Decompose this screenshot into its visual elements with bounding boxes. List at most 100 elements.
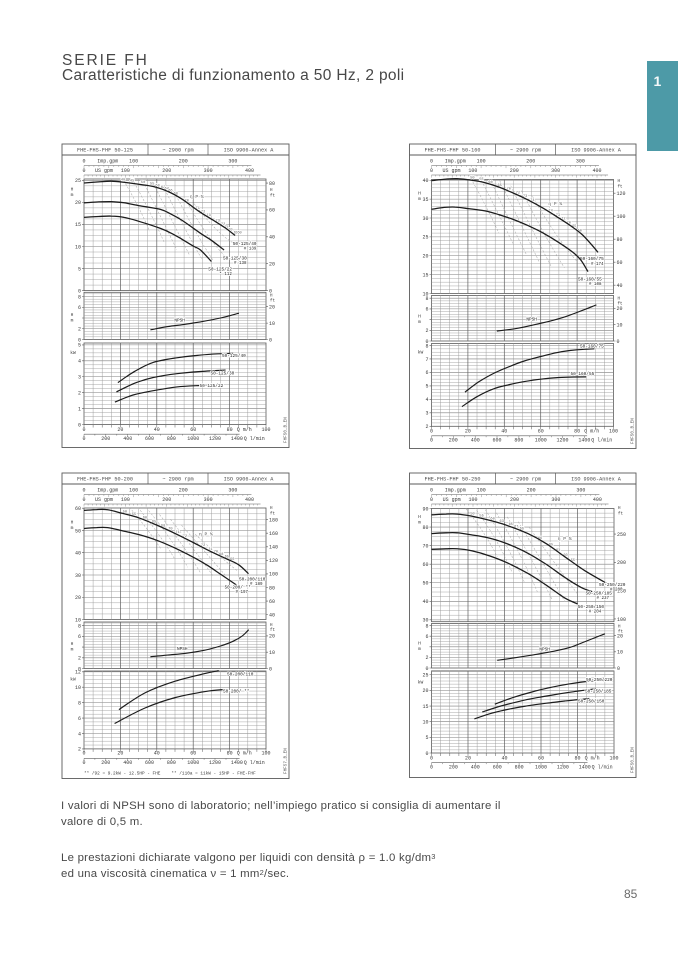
svg-text:2: 2 <box>425 655 428 661</box>
svg-text:0: 0 <box>82 751 85 757</box>
svg-text:15: 15 <box>75 222 81 228</box>
svg-text:0: 0 <box>430 764 433 770</box>
svg-text:20: 20 <box>269 634 275 640</box>
svg-text:8: 8 <box>78 294 81 300</box>
svg-text:10: 10 <box>269 321 275 327</box>
svg-text:200: 200 <box>510 497 519 503</box>
svg-text:1000: 1000 <box>187 760 199 766</box>
svg-text:2: 2 <box>78 656 81 662</box>
svg-text:ft: ft <box>618 630 624 635</box>
svg-text:H: H <box>270 624 273 628</box>
svg-text:72: 72 <box>516 192 520 196</box>
svg-text:m: m <box>418 520 421 525</box>
svg-text:120: 120 <box>269 558 278 564</box>
svg-text:Q m/h: Q m/h <box>585 756 600 762</box>
svg-text:40: 40 <box>154 751 160 757</box>
svg-text:200: 200 <box>179 487 188 493</box>
svg-text:67: 67 <box>514 525 518 529</box>
svg-text:20: 20 <box>422 254 428 260</box>
svg-text:80: 80 <box>269 181 275 187</box>
svg-text:300: 300 <box>228 158 237 164</box>
svg-text:ft: ft <box>618 302 624 307</box>
svg-text:ft: ft <box>270 298 276 303</box>
svg-text:45: 45 <box>130 180 134 184</box>
svg-text:60: 60 <box>490 518 494 522</box>
svg-text:40: 40 <box>121 178 125 182</box>
svg-text:63: 63 <box>556 549 560 553</box>
svg-text:72: 72 <box>201 211 205 215</box>
svg-text:50: 50 <box>422 581 428 587</box>
svg-text:200: 200 <box>510 168 519 174</box>
svg-text:20: 20 <box>75 200 81 206</box>
svg-text:40: 40 <box>501 429 507 435</box>
svg-text:100: 100 <box>477 487 486 493</box>
svg-text:0: 0 <box>82 497 85 503</box>
svg-text:20: 20 <box>617 634 623 640</box>
svg-text:60: 60 <box>578 230 582 234</box>
svg-text:50-125/40: 50-125/40 <box>233 242 257 247</box>
svg-text:70: 70 <box>185 199 189 203</box>
svg-text:kW: kW <box>418 350 424 356</box>
svg-text:65: 65 <box>234 232 238 236</box>
svg-text:ISO 9906-Annex A: ISO 9906-Annex A <box>571 477 622 483</box>
svg-text:4: 4 <box>78 359 81 365</box>
svg-text:kW: kW <box>70 350 76 356</box>
svg-text:0: 0 <box>82 158 85 164</box>
svg-text:10: 10 <box>75 685 81 691</box>
svg-text:Q l/min: Q l/min <box>591 437 612 443</box>
svg-text:m: m <box>418 320 421 325</box>
svg-text:50-250/150: 50-250/150 <box>578 605 605 610</box>
svg-text:Q m/h: Q m/h <box>584 429 599 435</box>
svg-text:200: 200 <box>617 560 626 566</box>
svg-text:60: 60 <box>237 232 241 236</box>
svg-text:0: 0 <box>617 666 620 672</box>
svg-text:6: 6 <box>78 305 81 311</box>
svg-text:80: 80 <box>574 429 580 435</box>
svg-text:0: 0 <box>430 168 433 174</box>
svg-text:80: 80 <box>227 751 233 757</box>
svg-text:FHE-FHS-FHF 50-160: FHE-FHS-FHF 50-160 <box>424 148 480 154</box>
svg-text:71: 71 <box>175 531 179 535</box>
svg-text:6: 6 <box>78 634 81 640</box>
svg-text:# 189: # 189 <box>250 583 263 587</box>
svg-text:12: 12 <box>75 670 81 676</box>
svg-text:0: 0 <box>425 339 428 345</box>
svg-text:300: 300 <box>576 158 585 164</box>
svg-text:4: 4 <box>425 397 428 403</box>
svg-text:2: 2 <box>78 327 81 333</box>
svg-text:0: 0 <box>269 337 272 343</box>
svg-text:ft: ft <box>270 628 276 633</box>
svg-text:US gpm: US gpm <box>443 497 461 503</box>
svg-text:Imp.gpm: Imp.gpm <box>97 158 118 164</box>
svg-text:65: 65 <box>509 523 513 527</box>
svg-text:65: 65 <box>152 520 156 524</box>
svg-text:H: H <box>71 641 74 647</box>
svg-text:600: 600 <box>145 436 154 442</box>
svg-text:Imp.gpm: Imp.gpm <box>97 487 118 493</box>
svg-text:8: 8 <box>425 343 428 349</box>
svg-text:US gpm: US gpm <box>95 168 113 174</box>
svg-text:55: 55 <box>132 513 136 517</box>
svg-text:η P %: η P % <box>199 532 213 538</box>
svg-text:60: 60 <box>190 427 196 433</box>
svg-text:60: 60 <box>75 506 81 512</box>
svg-text:50-160/75: 50-160/75 <box>580 257 604 262</box>
svg-text:5: 5 <box>425 384 428 390</box>
svg-text:40: 40 <box>422 178 428 184</box>
svg-text:US gpm: US gpm <box>95 497 113 503</box>
svg-text:50-200/110: 50-200/110 <box>239 578 266 583</box>
svg-text:# 108: # 108 <box>589 283 602 287</box>
svg-text:600: 600 <box>492 437 501 443</box>
svg-text:5: 5 <box>425 735 428 741</box>
svg-text:200: 200 <box>526 158 535 164</box>
svg-text:70: 70 <box>228 229 232 233</box>
svg-text:ft: ft <box>618 512 624 517</box>
svg-text:60: 60 <box>269 208 275 214</box>
svg-text:66: 66 <box>168 189 172 193</box>
svg-text:80: 80 <box>574 756 580 762</box>
svg-text:FHF50_B_EN: FHF50_B_EN <box>631 747 636 773</box>
svg-text:0: 0 <box>82 168 85 174</box>
svg-text:Imp.gpm: Imp.gpm <box>445 487 466 493</box>
svg-text:0: 0 <box>269 666 272 672</box>
svg-text:0: 0 <box>82 760 85 766</box>
